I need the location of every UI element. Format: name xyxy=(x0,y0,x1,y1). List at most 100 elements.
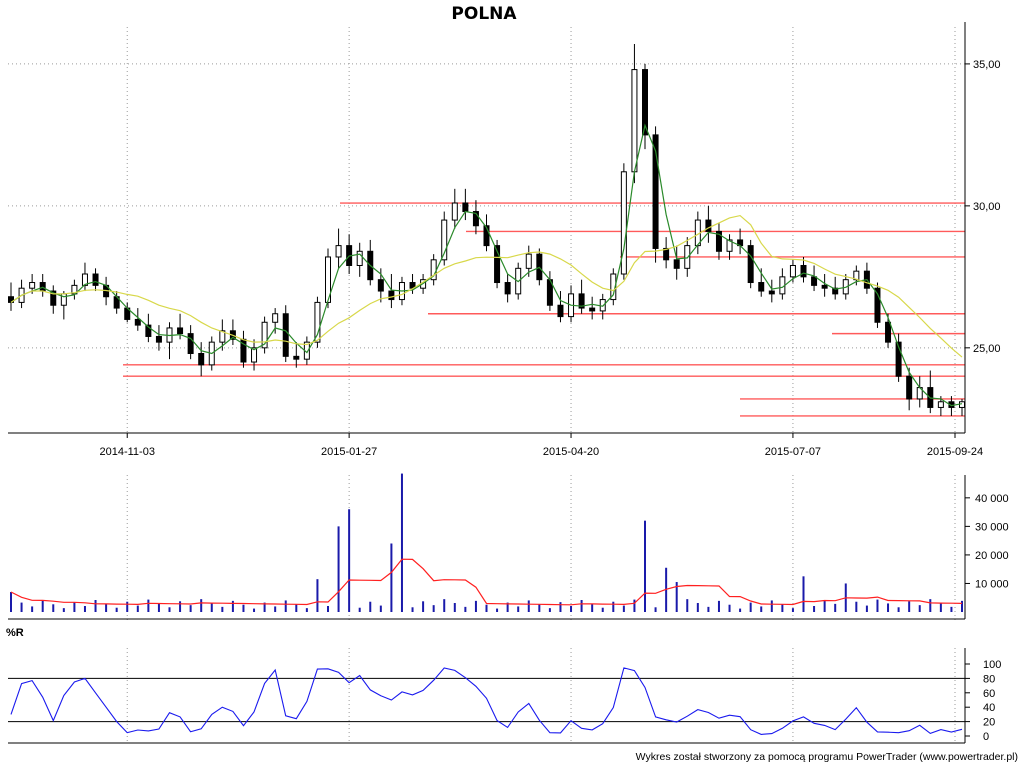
oscillator-title: %R xyxy=(6,627,24,639)
volume-bar xyxy=(179,601,182,612)
candle-body xyxy=(219,330,226,343)
volume-bar xyxy=(200,599,203,612)
volume-bar xyxy=(263,602,266,612)
volume-bar xyxy=(400,473,403,612)
candle-body xyxy=(145,324,152,337)
candle-body xyxy=(832,287,839,295)
volume-average-line xyxy=(10,558,963,606)
candle-body xyxy=(895,341,902,377)
volume-bar xyxy=(10,592,12,612)
volume-bar xyxy=(432,605,435,612)
chart-title: POLNA xyxy=(451,4,517,24)
candle-body xyxy=(768,290,775,295)
volume-y-tick-label: 40 000 xyxy=(975,493,1009,505)
candle-body xyxy=(715,230,722,252)
volume-bar xyxy=(20,602,23,612)
volume-bar xyxy=(601,607,604,612)
volume-bar xyxy=(253,608,256,612)
candle-body xyxy=(356,250,363,266)
candle-body xyxy=(451,202,458,221)
volume-bar xyxy=(950,606,953,612)
volume-bar xyxy=(739,608,742,612)
volume-bar xyxy=(770,600,773,612)
candle-body xyxy=(50,290,57,306)
volume-y-tick-label: 20 000 xyxy=(975,550,1009,562)
candle-body xyxy=(885,321,892,343)
volume-bar xyxy=(115,607,118,612)
volume-panel: 10 000 20 000 30 000 40 000 xyxy=(8,473,1009,620)
volume-bar xyxy=(622,605,625,612)
volume-bar xyxy=(929,599,932,612)
price-grid xyxy=(8,27,965,742)
volume-bar xyxy=(527,600,530,612)
candle-body xyxy=(673,259,680,269)
volume-bar xyxy=(453,603,456,612)
candle-body xyxy=(631,69,638,173)
volume-bar xyxy=(538,604,541,612)
volume-bar xyxy=(939,603,942,612)
volume-bar xyxy=(305,608,308,612)
volume-bar xyxy=(760,606,763,612)
volume-y-tick-label: 10 000 xyxy=(975,578,1009,590)
candle-body xyxy=(483,225,490,247)
price-axes: 25,00 30,00 35,00 2014-11-03 2015-01-27 2015-… xyxy=(8,22,1001,458)
volume-bar xyxy=(717,600,720,612)
volume-bar xyxy=(654,607,657,612)
volume-bar xyxy=(865,605,868,612)
volume-bar xyxy=(633,599,636,612)
williams-r-line xyxy=(10,667,963,735)
candle-body xyxy=(314,301,321,343)
volume-bar xyxy=(580,600,583,612)
volume-bar xyxy=(876,599,879,612)
volume-bar xyxy=(908,601,911,612)
footer-credit: Wykres został stworzony za pomocą progra… xyxy=(636,751,1018,763)
candle-body xyxy=(747,245,754,284)
candle-body xyxy=(155,335,162,343)
volume-bar xyxy=(696,603,699,612)
candle-body xyxy=(874,287,881,323)
x-tick-label: 2015-07-07 xyxy=(765,446,821,458)
candle-body xyxy=(906,375,913,400)
moving-average-line xyxy=(10,123,963,407)
y-tick-label: 35,00 xyxy=(973,59,1001,71)
volume-bar xyxy=(823,600,826,612)
candle-body xyxy=(494,245,501,284)
candle-body xyxy=(462,202,469,213)
volume-bar xyxy=(570,606,573,612)
volume-bar xyxy=(83,606,86,612)
volume-bar xyxy=(506,602,509,612)
volume-bar xyxy=(369,601,372,612)
candle-body xyxy=(335,245,342,258)
volume-bar xyxy=(485,604,488,612)
volume-bar xyxy=(559,602,562,612)
volume-bar xyxy=(62,608,65,612)
candle-body xyxy=(293,355,300,360)
volume-bar xyxy=(887,603,890,612)
volume-bar xyxy=(295,604,298,612)
volume-bar xyxy=(464,606,467,612)
volume-bar xyxy=(358,607,361,612)
candle-body xyxy=(81,273,88,286)
candle-body xyxy=(441,219,448,261)
volume-bar xyxy=(316,579,319,612)
x-tick-label: 2015-01-27 xyxy=(321,446,377,458)
volume-bar xyxy=(707,606,710,612)
candle-body xyxy=(282,313,289,357)
volume-bar xyxy=(474,600,477,612)
candle-body xyxy=(251,347,258,363)
volume-bar xyxy=(189,605,192,612)
volume-bar xyxy=(327,606,329,612)
candle-body xyxy=(578,293,585,309)
osc-y-tick-label: 0 xyxy=(983,731,989,743)
volume-bar xyxy=(802,576,805,612)
volume-bar xyxy=(390,543,393,612)
candle-body xyxy=(198,353,205,366)
candle-body xyxy=(663,247,670,261)
volume-bar xyxy=(41,600,44,612)
candle-body xyxy=(187,333,194,355)
candle-body xyxy=(726,239,733,252)
volume-bar xyxy=(686,599,689,612)
candle-body xyxy=(472,211,479,227)
volume-bar xyxy=(126,601,129,612)
volume-bar xyxy=(781,604,784,612)
